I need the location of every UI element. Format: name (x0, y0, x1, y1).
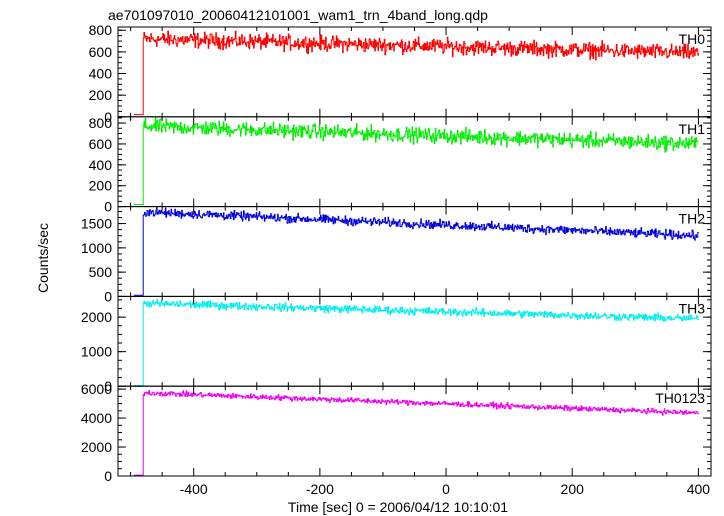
y-tick-label: 6000 (81, 381, 112, 397)
x-tick-label: 400 (687, 481, 711, 497)
x-tick-label: -400 (180, 481, 208, 497)
y-tick-label: 600 (89, 136, 113, 152)
y-tick-label: 0 (104, 378, 112, 394)
x-tick-label: -200 (306, 481, 334, 497)
panel-frame (117, 26, 712, 118)
y-tick-label: 4000 (81, 410, 112, 426)
y-tick-label: 0 (104, 288, 112, 304)
y-tick-label: 0 (104, 109, 112, 125)
y-tick-label: 1000 (81, 344, 112, 360)
y-tick-label: 800 (89, 115, 113, 131)
panel-th2: 0 500 1000 1500 TH2 (81, 206, 712, 304)
y-tick-label: 0 (104, 468, 112, 484)
y-tick-label: 2000 (81, 439, 112, 455)
x-tick-label: 0 (442, 481, 450, 497)
y-tick-label: 200 (89, 178, 113, 194)
panel-frame (117, 206, 712, 297)
y-tick-label: 600 (89, 44, 113, 60)
series-label-th0: TH0 (679, 31, 706, 47)
panel-th0123: 0 2000 4000 6000 TH0123 (81, 381, 712, 484)
x-tick-label: 200 (561, 481, 585, 497)
y-tick-label: 1000 (81, 240, 112, 256)
series-label-th2: TH2 (679, 211, 706, 227)
chart-title: ae701097010_20060412101001_wam1_trn_4ban… (108, 7, 488, 23)
series-line-th1 (133, 116, 699, 205)
y-tick-label: 400 (89, 66, 113, 82)
panel-th0: 0 200 400 600 800 TH0 (89, 22, 712, 125)
series-line-th2 (133, 207, 699, 296)
series-label-th1: TH1 (679, 121, 706, 137)
y-tick-label: 200 (89, 87, 113, 103)
series-line-th0123 (133, 390, 699, 476)
x-axis: -400 -200 0 200 400 (180, 481, 711, 497)
series-label-th0123: TH0123 (655, 390, 705, 406)
panel-th3: 0 1000 2000 TH3 (81, 295, 712, 394)
y-axis-label: Counts/sec (35, 223, 51, 293)
series-line-th3 (133, 298, 699, 386)
y-tick-label: 800 (89, 22, 113, 38)
panels-group: 0 200 400 600 800 TH0 0 200 400 600 800 TH1 0 500 1000… (81, 22, 712, 484)
panel-frame (117, 385, 712, 477)
y-tick-label: 2000 (81, 309, 112, 325)
series-line-th0 (133, 30, 699, 116)
y-tick-label: 400 (89, 157, 113, 173)
y-tick-label: 500 (89, 264, 113, 280)
y-tick-label: 1500 (81, 216, 112, 232)
series-label-th3: TH3 (679, 300, 706, 316)
x-axis-label: Time [sec] 0 = 2006/04/12 10:10:01 (288, 499, 508, 515)
y-tick-label: 0 (104, 199, 112, 215)
panel-th1: 0 200 400 600 800 TH1 (89, 115, 712, 215)
panel-frame (117, 295, 712, 387)
